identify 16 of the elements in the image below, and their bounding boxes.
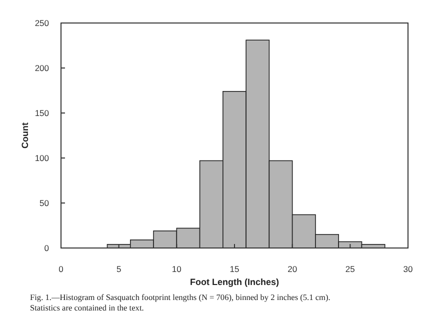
x-tick-label: 30 [403,264,413,274]
y-tick-label: 0 [44,242,50,253]
x-axis-title: Foot Length (Inches) [190,277,279,287]
y-tick-label: 200 [34,62,50,73]
x-tick-label: 0 [58,264,64,274]
x-tick-label: 5 [116,264,122,274]
x-tick-label: 25 [345,264,356,274]
y-tick-label: 50 [40,198,50,208]
x-tick-label: 20 [288,264,298,274]
y-tick-label: 250 [34,18,50,28]
y-tick-label: 100 [34,152,50,163]
caption: Fig. 1.—Histogram of Sasquatch footprint lengths (N = 706), binned by 2 inches (5.1 cm). Statistics are contained in the text. [30,293,330,312]
y-axis-title: Count [20,122,30,148]
y-tick-label: 150 [34,108,50,118]
x-tick-label: 10 [172,264,182,274]
x-tick-label: 15 [230,264,240,274]
